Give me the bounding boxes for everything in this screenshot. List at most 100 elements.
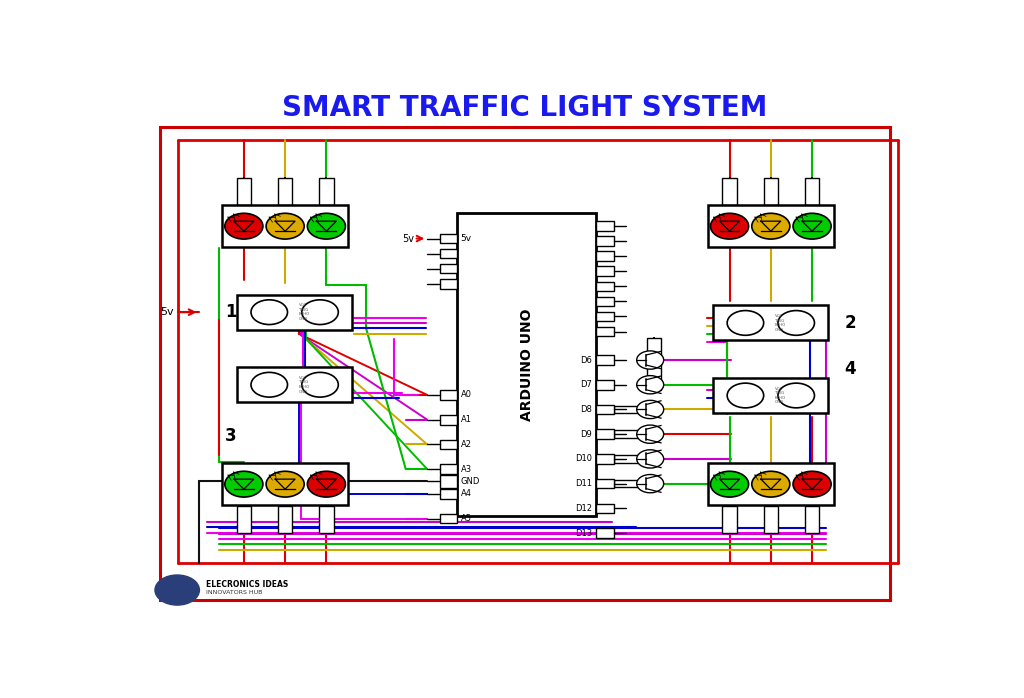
Text: D9: D9: [581, 430, 592, 439]
Circle shape: [793, 214, 831, 239]
Bar: [614, 480, 649, 487]
Circle shape: [752, 471, 790, 497]
Bar: [647, 338, 662, 364]
Bar: [764, 505, 778, 533]
Text: INNOVATORS HUB: INNOVATORS HUB: [206, 590, 262, 595]
Bar: [805, 178, 819, 205]
Circle shape: [302, 372, 338, 397]
Bar: [440, 440, 458, 450]
Text: 4: 4: [845, 359, 856, 378]
Bar: [596, 267, 613, 276]
Circle shape: [225, 471, 263, 497]
Bar: [440, 415, 458, 424]
Circle shape: [637, 475, 664, 493]
Text: D7: D7: [581, 380, 592, 389]
Circle shape: [793, 471, 831, 497]
Bar: [237, 178, 251, 205]
Text: 5v: 5v: [401, 234, 414, 244]
Text: A2: A2: [461, 440, 471, 449]
Text: ELECRONICS IDEAS: ELECRONICS IDEAS: [206, 580, 288, 589]
Bar: [319, 505, 334, 533]
Circle shape: [266, 471, 304, 497]
Bar: [596, 528, 613, 538]
Text: A5: A5: [461, 514, 471, 523]
Bar: [722, 178, 736, 205]
Bar: [237, 505, 251, 533]
Bar: [596, 380, 613, 389]
Text: VCC
TRIG
ECHO
GND: VCC TRIG ECHO GND: [775, 314, 786, 332]
Bar: [596, 297, 613, 306]
Circle shape: [307, 214, 345, 239]
Bar: [440, 279, 458, 288]
Bar: [596, 281, 613, 291]
Bar: [596, 405, 613, 415]
Circle shape: [637, 376, 664, 394]
Bar: [440, 475, 458, 488]
Text: D11: D11: [575, 479, 592, 488]
Text: ARDUINO UNO: ARDUINO UNO: [520, 309, 534, 421]
Bar: [458, 213, 596, 517]
Bar: [440, 489, 458, 498]
Circle shape: [778, 311, 814, 335]
Bar: [319, 178, 334, 205]
Bar: [596, 479, 613, 489]
Bar: [596, 454, 613, 463]
Text: A1: A1: [461, 415, 471, 424]
Text: 2: 2: [845, 314, 856, 332]
Text: 1: 1: [225, 303, 237, 321]
Circle shape: [711, 214, 749, 239]
Bar: [614, 431, 649, 438]
Text: A0: A0: [461, 390, 471, 399]
Text: VCC
TRIG
ECHO
GND: VCC TRIG ECHO GND: [299, 376, 310, 394]
Circle shape: [778, 383, 814, 408]
Bar: [278, 178, 292, 205]
Circle shape: [266, 214, 304, 239]
Bar: [440, 514, 458, 524]
Circle shape: [637, 450, 664, 468]
Bar: [222, 463, 348, 505]
Circle shape: [302, 300, 338, 325]
Circle shape: [225, 214, 263, 239]
Bar: [440, 264, 458, 274]
Bar: [596, 429, 613, 439]
Bar: [596, 311, 613, 321]
Circle shape: [727, 311, 764, 335]
Text: VCC
TRIG
ECHO
GND: VCC TRIG ECHO GND: [299, 303, 310, 321]
Bar: [596, 251, 613, 261]
Bar: [278, 505, 292, 533]
Bar: [709, 205, 834, 247]
Circle shape: [251, 300, 288, 325]
Bar: [238, 367, 352, 402]
Bar: [596, 503, 613, 513]
Bar: [440, 464, 458, 474]
Bar: [714, 306, 828, 341]
Circle shape: [637, 351, 664, 369]
Circle shape: [711, 471, 749, 497]
Text: D10: D10: [575, 454, 592, 463]
Bar: [440, 390, 458, 400]
Bar: [722, 505, 736, 533]
Circle shape: [637, 425, 664, 443]
Text: A3: A3: [461, 465, 472, 474]
Text: GND: GND: [461, 477, 480, 486]
Bar: [647, 363, 662, 390]
Bar: [614, 406, 649, 413]
Bar: [238, 295, 352, 329]
Circle shape: [752, 214, 790, 239]
Bar: [764, 178, 778, 205]
Text: VCC
TRIG
ECHO
GND: VCC TRIG ECHO GND: [775, 387, 786, 404]
Text: A4: A4: [461, 489, 471, 498]
Text: 3: 3: [225, 426, 237, 445]
Bar: [596, 355, 613, 365]
Bar: [614, 455, 649, 463]
Bar: [805, 505, 819, 533]
Circle shape: [637, 401, 664, 419]
Bar: [222, 205, 348, 247]
Circle shape: [155, 575, 200, 605]
Bar: [596, 237, 613, 246]
Text: D13: D13: [575, 528, 592, 537]
Bar: [440, 234, 458, 244]
Text: SMART TRAFFIC LIGHT SYSTEM: SMART TRAFFIC LIGHT SYSTEM: [283, 94, 767, 122]
Text: 5v: 5v: [461, 234, 472, 243]
Bar: [596, 221, 613, 231]
